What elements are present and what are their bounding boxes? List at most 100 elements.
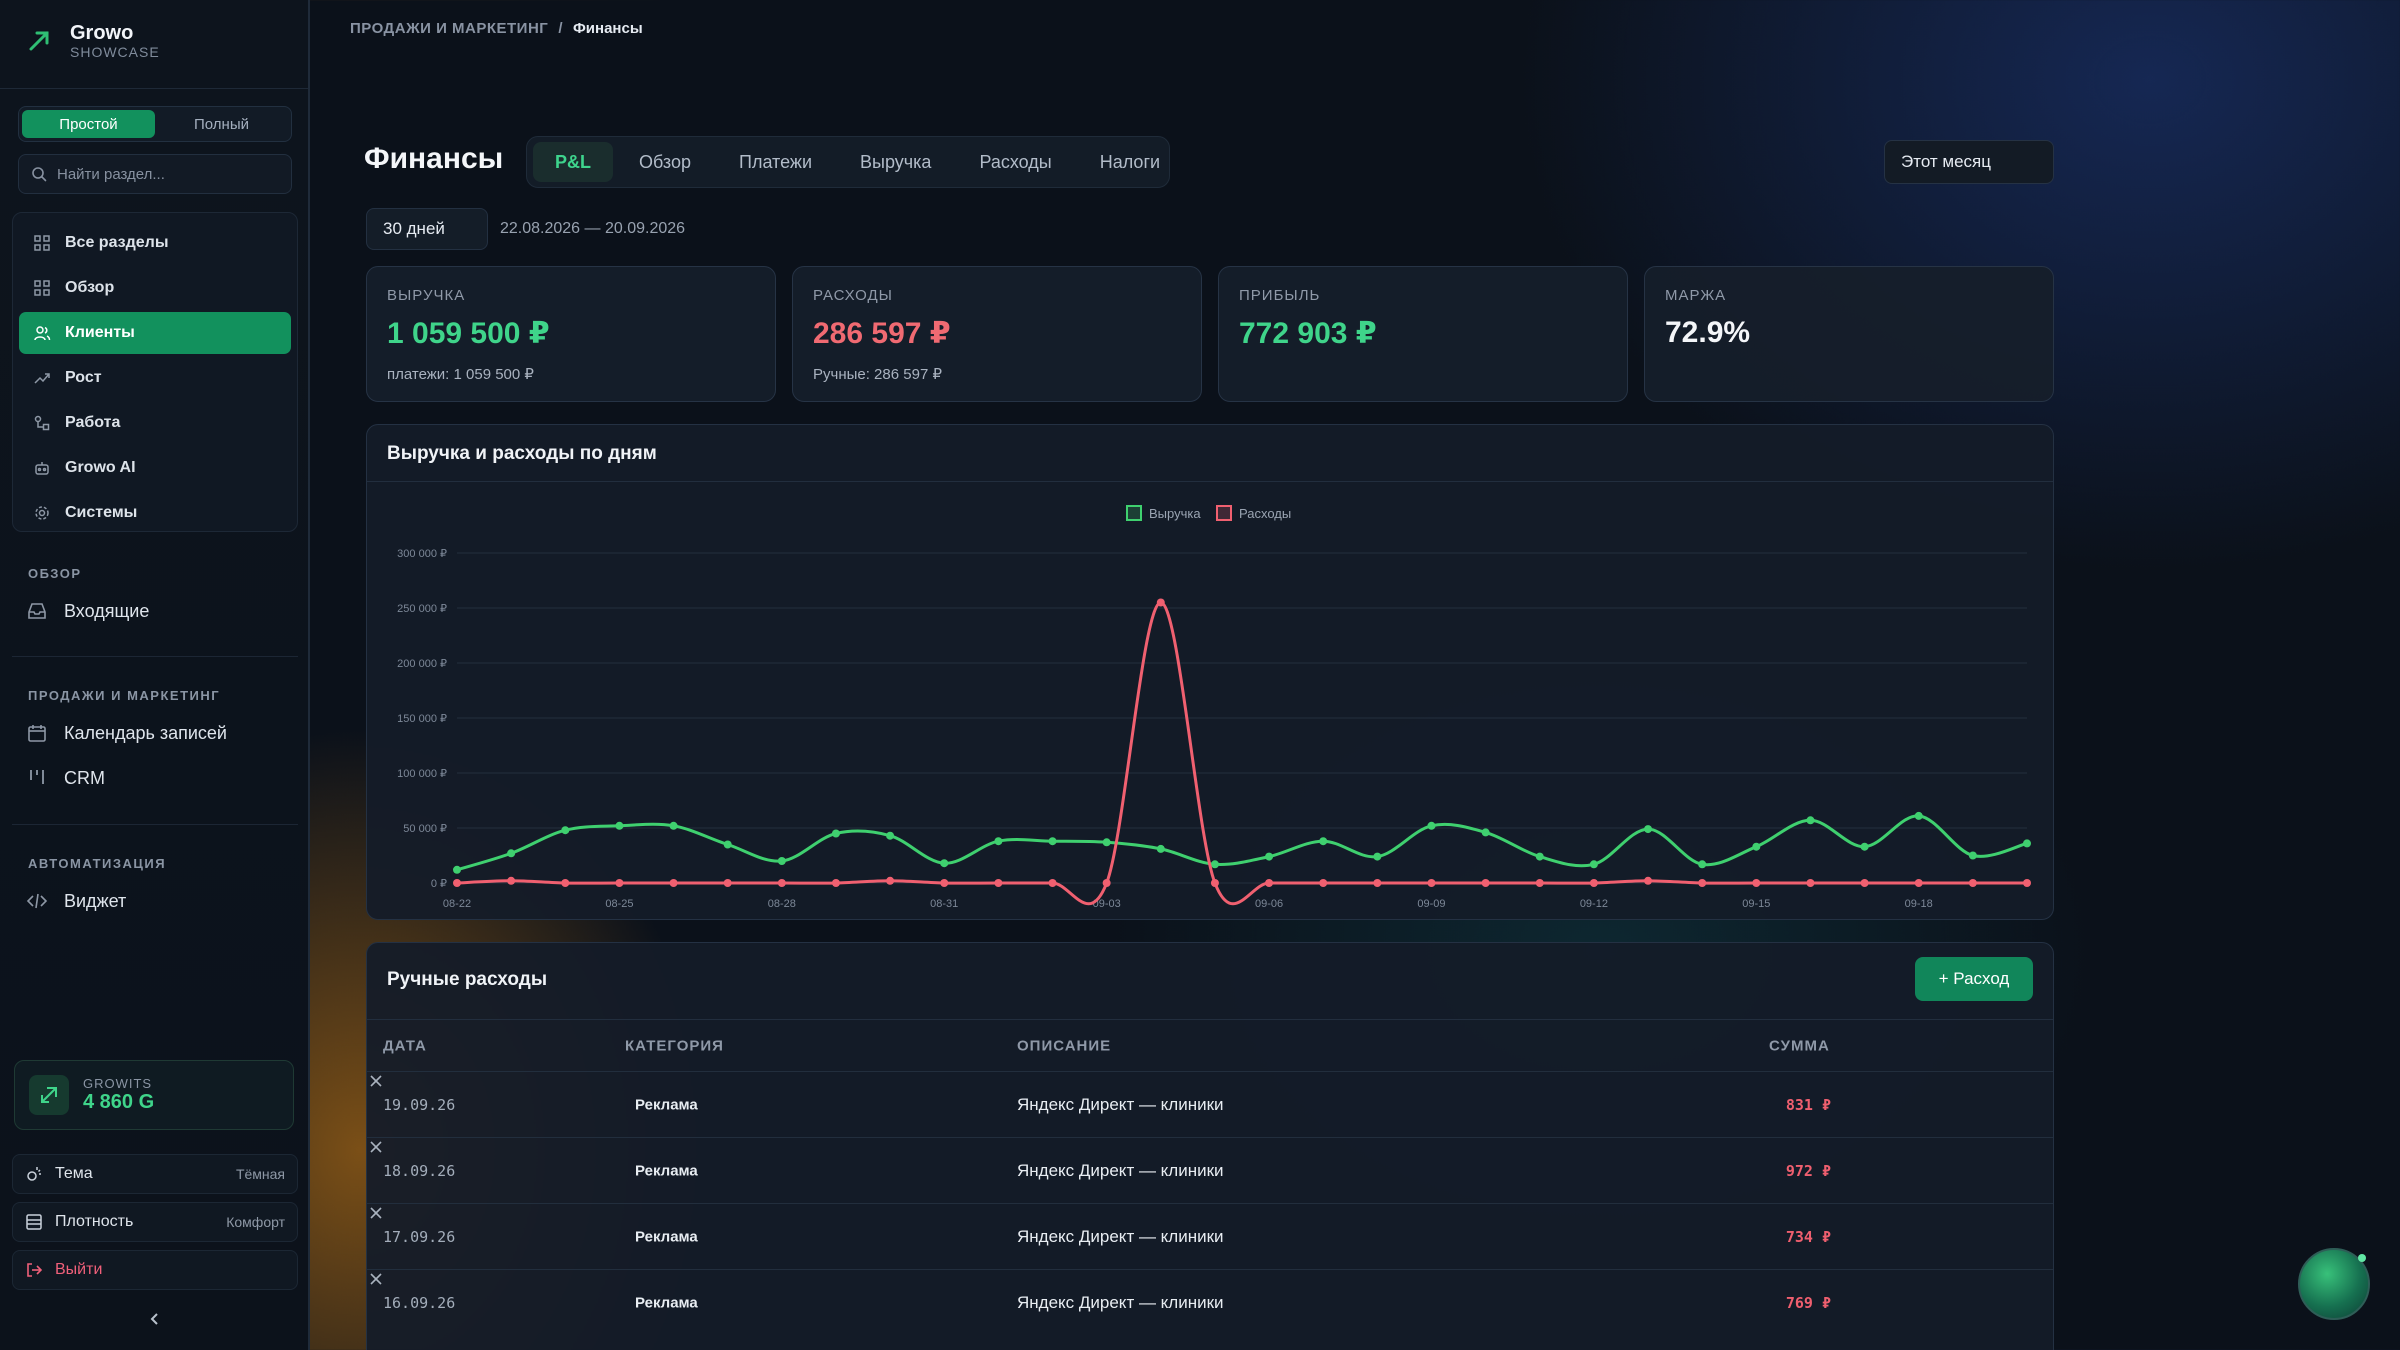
days-range-select[interactable]: 30 дней — [366, 208, 488, 250]
nav-item-growo-ai[interactable]: Growo AI — [19, 447, 291, 489]
tab-taxes[interactable]: Налоги — [1099, 151, 1161, 172]
logout-button[interactable]: Выйти — [12, 1250, 298, 1290]
mode-simple-button[interactable]: Простой — [22, 110, 155, 138]
chevron-left-icon — [150, 1313, 158, 1325]
column-header-date[interactable]: ДАТА — [383, 1037, 427, 1055]
growits-balance[interactable]: GROWITS 4 860 G — [14, 1060, 294, 1130]
tab-payments[interactable]: Платежи — [739, 151, 813, 172]
row-category: Реклама — [635, 1228, 698, 1245]
x-tick-label: 09-03 — [1093, 898, 1121, 910]
nav-item-label: Клиенты — [65, 324, 135, 341]
row-amount: 769 ₽ — [1785, 1293, 1831, 1312]
grid-icon — [34, 235, 50, 251]
breadcrumb-parent[interactable]: ПРОДАЖИ И МАРКЕТИНГ — [350, 20, 549, 37]
sidebar-link-widget[interactable]: Виджет — [26, 890, 126, 912]
data-point — [615, 821, 624, 830]
density-setting[interactable]: Плотность Комфорт — [12, 1202, 298, 1242]
data-point — [507, 876, 516, 885]
inbox-icon — [28, 603, 46, 619]
data-point — [1048, 837, 1057, 846]
trend-icon — [34, 373, 50, 384]
x-tick-label: 09-09 — [1417, 898, 1445, 910]
data-point — [1752, 879, 1761, 887]
add-expense-button[interactable]: + Расход — [1915, 957, 2033, 1001]
sidebar-link-crm[interactable]: CRM — [26, 767, 105, 789]
tab-overview[interactable]: Обзор — [639, 151, 691, 172]
brand[interactable]: Growo SHOWCASE — [24, 22, 160, 60]
logout-label: Выйти — [55, 1261, 103, 1278]
nav-item-label: Системы — [65, 504, 138, 521]
table-row[interactable]: 18.09.26 Реклама Яндекс Директ — клиники… — [367, 1137, 2053, 1203]
data-point — [1860, 879, 1869, 887]
tab-expenses[interactable]: Расходы — [979, 151, 1052, 172]
table-row[interactable]: 16.09.26 Реклама Яндекс Директ — клиники… — [367, 1269, 2053, 1335]
data-point — [777, 857, 786, 865]
grid-icon — [34, 280, 50, 296]
nav-item-all-sections[interactable]: Все разделы — [19, 222, 291, 264]
breadcrumb: ПРОДАЖИ И МАРКЕТИНГ / Финансы — [350, 20, 643, 37]
data-point — [831, 879, 840, 887]
data-point — [1427, 821, 1436, 830]
x-tick-label: 09-18 — [1905, 898, 1933, 910]
sidebar-link-calendar[interactable]: Календарь записей — [26, 722, 227, 744]
x-tick-label: 09-12 — [1580, 898, 1608, 910]
x-tick-label: 08-28 — [768, 898, 796, 910]
sidebar-search-input[interactable] — [57, 165, 277, 183]
robot-icon — [35, 462, 49, 475]
row-description: Яндекс Директ — клиники — [1017, 1292, 1224, 1312]
legend-label: Выручка — [1149, 506, 1201, 521]
code-icon — [26, 893, 48, 909]
chart-panel-title: Выручка и расходы по дням — [387, 443, 657, 464]
logout-icon — [27, 1263, 43, 1277]
legend-swatch — [1126, 505, 1142, 521]
tab-revenue[interactable]: Выручка — [860, 151, 932, 172]
online-indicator — [2358, 1254, 2366, 1262]
data-point — [1481, 879, 1490, 887]
data-point — [1427, 879, 1436, 887]
nav-item-work[interactable]: Работа — [19, 402, 291, 444]
mode-full-button[interactable]: Полный — [194, 115, 249, 133]
data-point — [1373, 879, 1382, 887]
workflow-icon — [34, 415, 50, 431]
column-header-description[interactable]: ОПИСАНИЕ — [1017, 1037, 1112, 1055]
theme-setting[interactable]: Тема Тёмная — [12, 1154, 298, 1194]
nav-item-systems[interactable]: Системы — [19, 492, 291, 534]
sidebar-link-label: Виджет — [64, 890, 127, 911]
theme-label: Тема — [55, 1165, 93, 1182]
column-header-amount[interactable]: СУММА — [1769, 1037, 1830, 1055]
period-select[interactable]: Этот месяц — [1884, 140, 2054, 184]
x-tick-label: 09-15 — [1742, 898, 1770, 910]
row-date: 19.09.26 — [383, 1095, 456, 1114]
delete-row-icon[interactable] — [367, 1138, 385, 1156]
data-point — [2023, 879, 2031, 887]
delete-row-icon[interactable] — [367, 1204, 385, 1222]
table-row[interactable]: 17.09.26 Реклама Яндекс Директ — клиники… — [367, 1203, 2053, 1269]
kpi-card-profit: ПРИБЫЛЬ 772 903 ₽ — [1218, 266, 1628, 402]
data-point — [994, 837, 1003, 846]
nav-item-overview[interactable]: Обзор — [19, 267, 291, 309]
table-row[interactable]: 19.09.26 Реклама Яндекс Директ — клиники… — [367, 1071, 2053, 1137]
kpi-value: 286 597 ₽ — [813, 317, 951, 350]
sidebar-link-inbox[interactable]: Входящие — [26, 600, 149, 622]
data-point — [561, 879, 570, 887]
tab-pnl[interactable]: P&L — [533, 142, 613, 182]
brand-subtitle: SHOWCASE — [70, 44, 160, 60]
legend-label: Расходы — [1239, 506, 1291, 521]
sidebar-link-label: Входящие — [64, 600, 150, 621]
delete-row-icon[interactable] — [367, 1270, 385, 1288]
nav-item-growth[interactable]: Рост — [19, 357, 291, 399]
data-point — [453, 879, 461, 887]
y-tick-label: 150 000 ₽ — [397, 713, 447, 725]
collapse-sidebar-button[interactable] — [142, 1306, 168, 1332]
kanban-icon — [30, 770, 44, 784]
nav-item-clients[interactable]: Клиенты — [19, 312, 291, 354]
data-point — [940, 859, 949, 868]
data-point — [1156, 844, 1165, 853]
sidebar: Growo SHOWCASE Простой Полный Все раздел… — [0, 0, 310, 1350]
growth-arrow-icon — [29, 1075, 69, 1115]
kpi-card-revenue: ВЫРУЧКА 1 059 500 ₽ платежи: 1 059 500 ₽ — [366, 266, 776, 402]
gear-icon — [35, 506, 49, 520]
column-header-category[interactable]: КАТЕГОРИЯ — [625, 1037, 724, 1055]
data-point — [453, 865, 461, 874]
delete-row-icon[interactable] — [367, 1072, 385, 1090]
